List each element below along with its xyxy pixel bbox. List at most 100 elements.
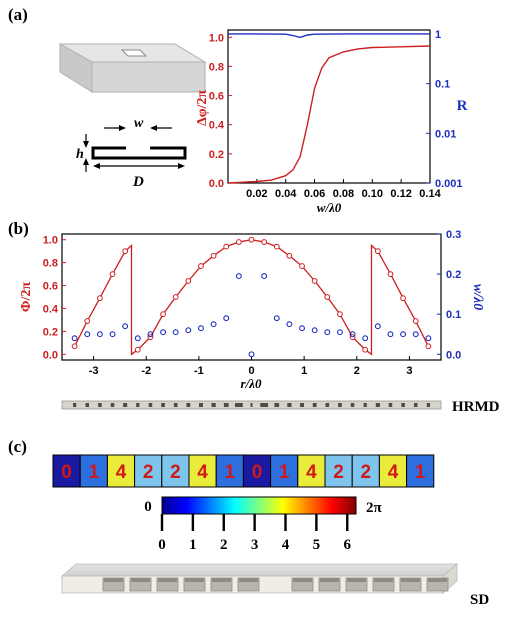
colorbar-tick-label: 5 xyxy=(313,537,321,553)
chart-b-width-point xyxy=(299,325,305,332)
chart-b-phase-point xyxy=(248,236,255,243)
chart-b-width-point xyxy=(412,331,419,338)
chart-b-width-point xyxy=(248,351,255,358)
chart-b-width-point xyxy=(387,331,394,338)
hrmd-slot xyxy=(325,403,330,407)
hrmd-slot xyxy=(260,403,269,407)
code-cell-value: 4 xyxy=(388,462,399,483)
hrmd-slot xyxy=(85,403,90,407)
hrmd-slot xyxy=(161,403,165,407)
chart-a-y-left-tick-label: 0.2 xyxy=(209,149,224,161)
chart-b-phase-point xyxy=(160,311,166,318)
sd-well-shadow xyxy=(158,578,177,582)
chart-a-y-right-tick-label: 1 xyxy=(435,29,441,41)
chart-b-width-point xyxy=(362,335,369,342)
chart-b-width-point xyxy=(336,329,343,336)
code-cell-value: 1 xyxy=(279,462,290,483)
chart-a-x-tick-label: 0.10 xyxy=(362,188,383,200)
chart-a-frame xyxy=(227,29,431,184)
sd-well-shadow xyxy=(374,578,393,582)
hrmd-slot xyxy=(136,403,140,407)
chart-b-phase-point xyxy=(374,248,381,255)
chart-b: -3 -2 -1 0 1 2 3 0.0 0.2 0.4 0.6 0.8 1.0 0.0 0.1 0.2 0.3… xyxy=(19,229,485,391)
chart-b-phase-point xyxy=(362,346,369,353)
chart-b-y-right-tick-label: 0.1 xyxy=(446,309,461,321)
hrmd-slot xyxy=(312,403,317,407)
code-cell xyxy=(378,454,408,488)
code-cell-value: 1 xyxy=(225,462,236,483)
chart-b-width-point xyxy=(374,323,381,330)
code-cell-value: 2 xyxy=(143,462,154,483)
chart-a-x-tick-label: 0.04 xyxy=(275,188,297,200)
sd-well-shadow xyxy=(401,578,420,582)
sd-well-shadow xyxy=(428,578,447,582)
colorbar-tick-label: 0 xyxy=(158,537,166,553)
chart-a-x-tick-label: 0.14 xyxy=(419,188,441,200)
chart-b-phase-point xyxy=(84,318,91,324)
chart-a-x-tick-label: 0.08 xyxy=(333,188,354,200)
code-cell-value: 4 xyxy=(197,462,208,483)
chart-b-phase-point xyxy=(198,263,204,269)
chart-a-series-reflectance xyxy=(228,33,430,39)
chart-b-phase-point xyxy=(134,346,141,353)
chart-b-phase-point xyxy=(337,311,343,318)
code-cell-value: 2 xyxy=(361,462,372,483)
chart-b-phase-point xyxy=(109,271,116,277)
chart-b-width-point xyxy=(210,321,217,328)
hrmd-slot xyxy=(98,403,102,407)
colorbar-min-label: 0 xyxy=(144,499,152,515)
w-label: w xyxy=(134,116,144,131)
D-label: D xyxy=(132,174,144,190)
chart-a-y-right-tick-label: 0.01 xyxy=(435,128,456,140)
chart-b-phase-point xyxy=(273,243,280,250)
panel-label-a: (a) xyxy=(8,5,28,24)
hrmd-slot xyxy=(234,403,243,407)
chart-b-x-tick-label: 2 xyxy=(354,365,360,377)
colorbar-tick-label: 4 xyxy=(282,537,290,553)
code-cell-value: 1 xyxy=(89,462,100,483)
chart-b-width-point xyxy=(261,273,268,280)
hrmd-slot xyxy=(300,403,305,407)
chart-b-y-left-tick-label: 0.6 xyxy=(43,281,58,293)
chart-a: 0.02 0.04 0.06 0.08 0.10 0.12 0.14 0.0 0.2 0.4 0.6… xyxy=(195,29,468,215)
chart-b-phase-point xyxy=(324,294,331,300)
chart-a-y-right-tick-label: 0.001 xyxy=(435,178,463,190)
hrmd-slot xyxy=(287,403,292,407)
chart-a-xlabel: w/λ0 xyxy=(317,200,342,215)
hrmd-slot xyxy=(426,403,430,407)
code-cell xyxy=(324,454,353,488)
sd-label: SD xyxy=(470,592,489,608)
chart-a-x-tick-label: 0.12 xyxy=(390,188,411,200)
chart-b-y-left-tick-label: 0.0 xyxy=(43,349,58,361)
h-label: h xyxy=(76,147,84,162)
chart-b-width-point xyxy=(160,329,167,336)
chart-b-phase-point xyxy=(311,278,318,284)
chart-b-phase-point xyxy=(299,263,305,269)
chart-b-width-point xyxy=(172,329,179,336)
chart-b-x-tick-label: 3 xyxy=(406,365,412,377)
chart-a-y-left-tick-label: 0.0 xyxy=(209,178,224,190)
chart-b-width-point xyxy=(223,315,230,322)
code-cell xyxy=(215,454,244,488)
hrmd-slot xyxy=(338,403,342,407)
unit-cell-3d xyxy=(58,43,207,93)
code-cell-value: 4 xyxy=(306,462,317,483)
hrmd-slot xyxy=(274,403,280,407)
hrmd-slot xyxy=(148,403,153,407)
chart-b-phase-point xyxy=(185,278,192,284)
chart-b-x-tick-label: -3 xyxy=(89,365,99,377)
chart-b-width-point xyxy=(96,331,103,338)
chart-b-phase-point xyxy=(122,248,129,255)
code-cell-value: 0 xyxy=(61,462,72,483)
chart-b-width-point xyxy=(198,325,204,332)
chart-a-y-left-tick-label: 1.0 xyxy=(209,32,224,44)
chart-a-x-tick-label: 0.06 xyxy=(304,188,325,200)
chart-b-ylabel-right: w/λ0 xyxy=(470,284,485,310)
chart-b-x-tick-label: 1 xyxy=(301,365,307,377)
chart-b-phase-point xyxy=(210,252,217,259)
chart-b-phase-point xyxy=(97,295,103,302)
hrmd-slot xyxy=(173,403,178,407)
chart-b-phase-point xyxy=(286,252,293,259)
hrmd-label: HRMD xyxy=(452,399,500,415)
code-cell xyxy=(106,454,136,488)
